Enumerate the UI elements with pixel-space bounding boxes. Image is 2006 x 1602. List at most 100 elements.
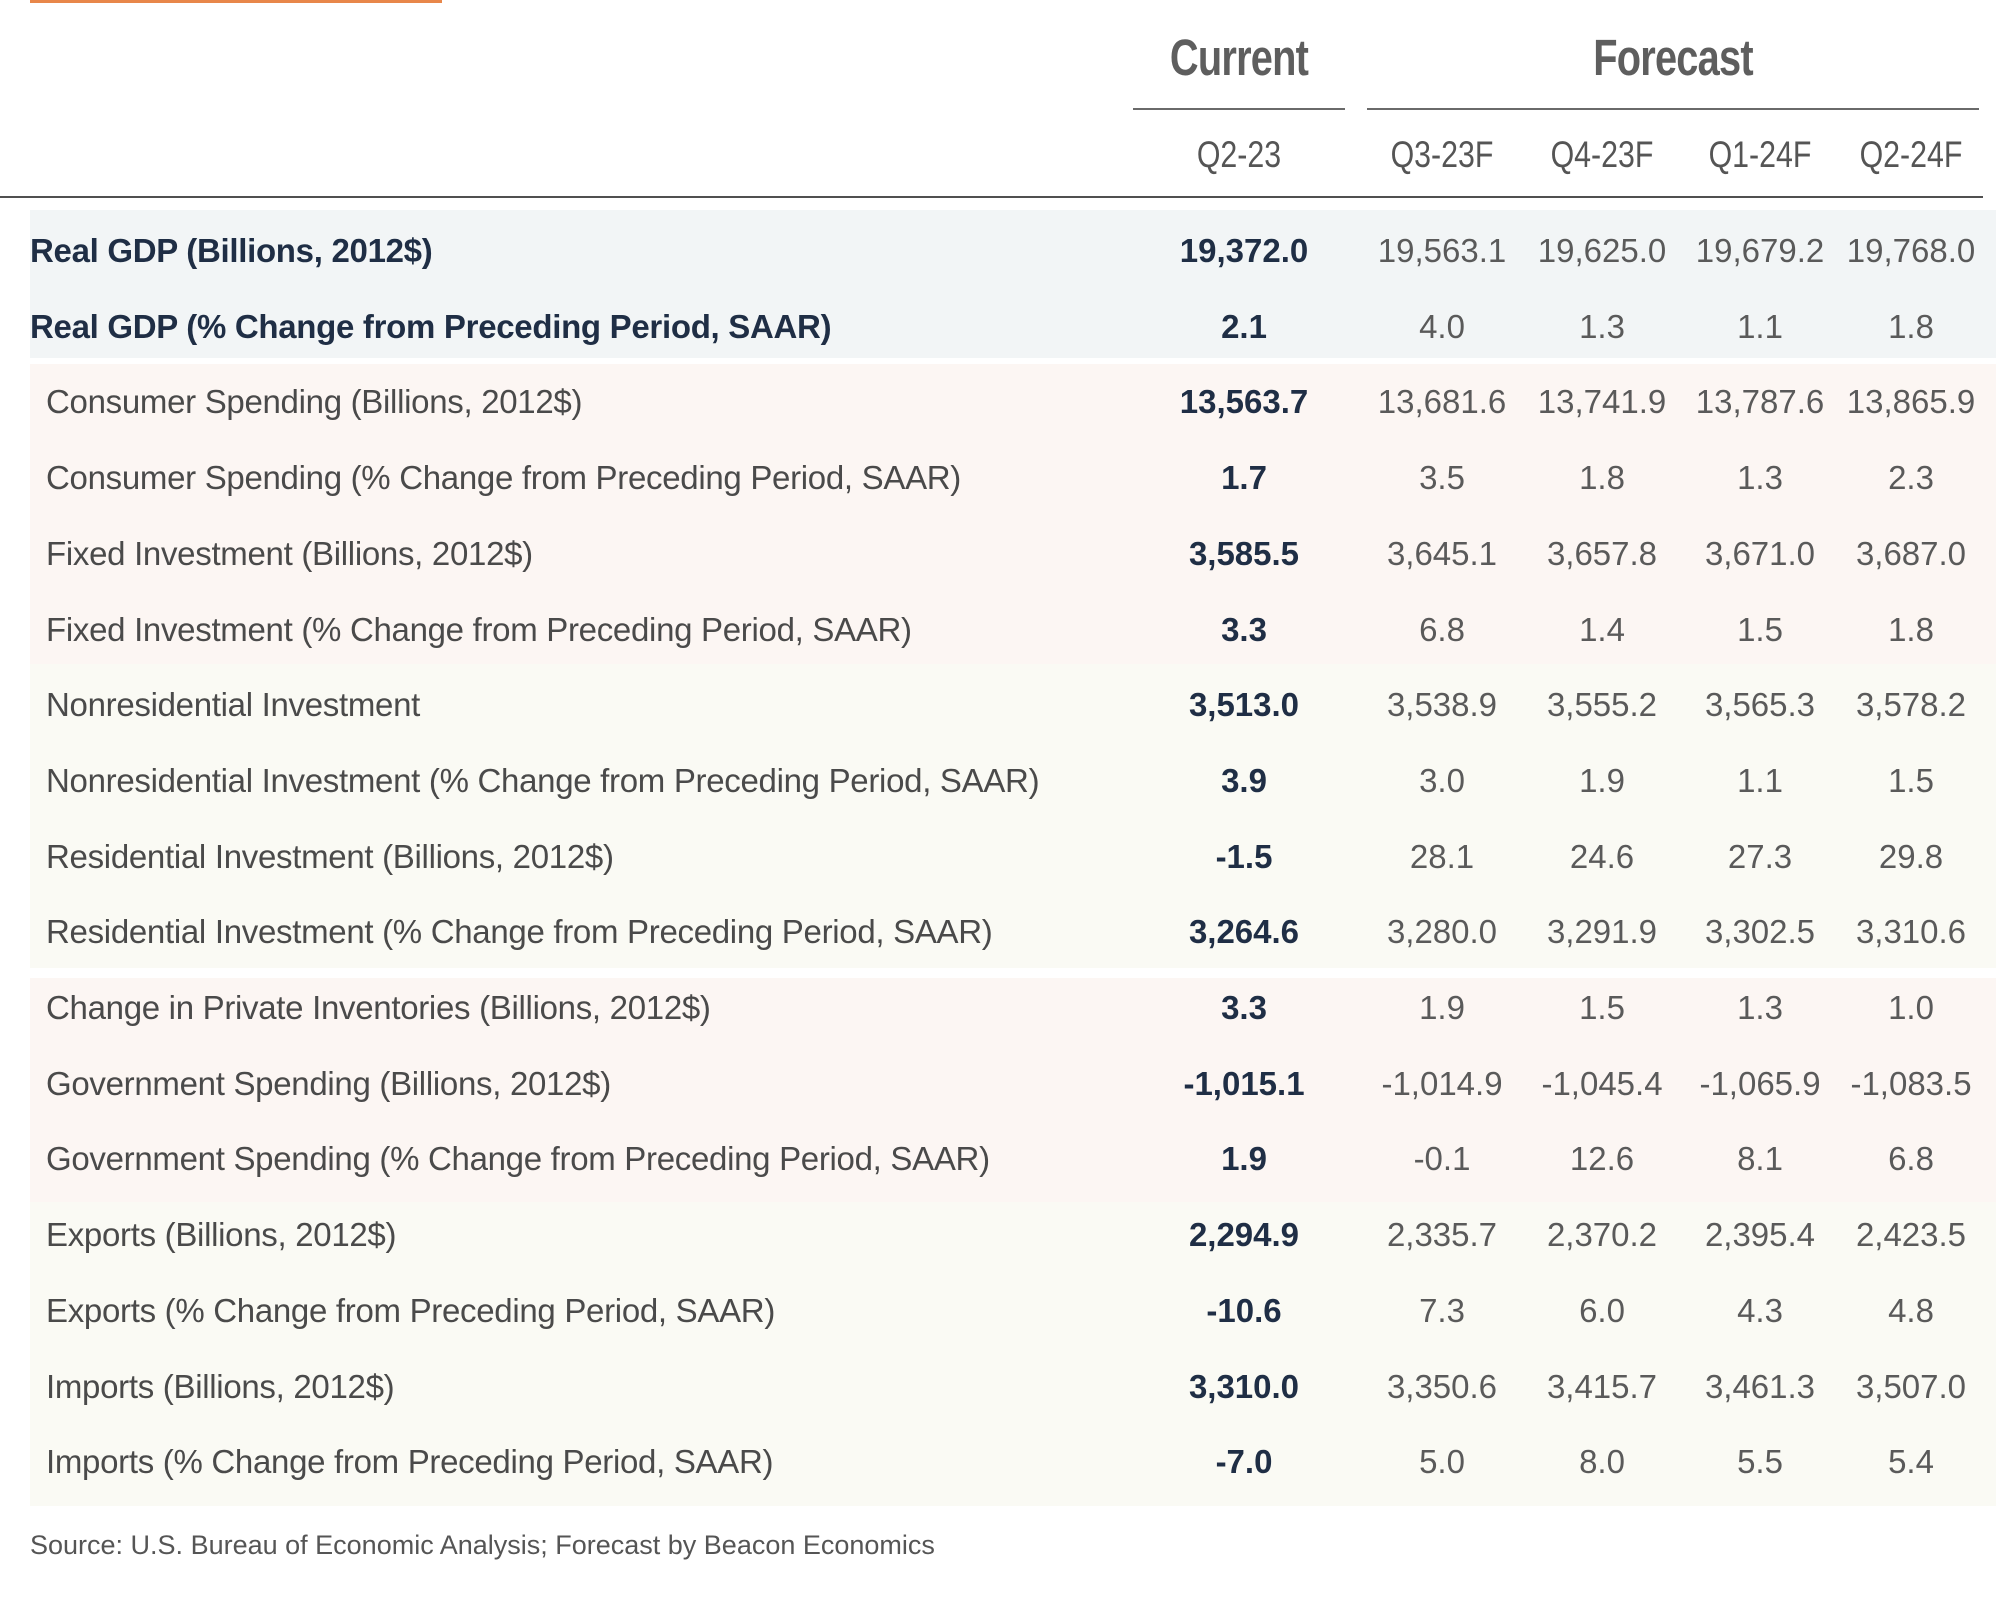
current-value-cell: 3,264.6 xyxy=(1188,913,1300,951)
row-label: Change in Private Inventories (Billions,… xyxy=(46,989,711,1026)
current-value-cell: 3.3 xyxy=(1221,610,1267,648)
forecast-value-cell: 19,679.2 xyxy=(1695,232,1825,269)
forecast-value-cell: 24.6 xyxy=(1569,837,1635,875)
table-row: Residential Investment (Billions, 2012$)… xyxy=(0,819,2006,895)
current-value-cell: 3,513.0 xyxy=(1188,686,1300,724)
forecast-value-cell: 3,280.0 xyxy=(1386,913,1498,951)
forecast-value-cell: 1.4 xyxy=(1579,610,1625,648)
current-value-cell: 19,372.0 xyxy=(1179,232,1309,269)
row-label: Consumer Spending (Billions, 2012$) xyxy=(46,383,583,421)
row-label: Exports (Billions, 2012$) xyxy=(46,1216,397,1254)
forecast-value-cell: 3,302.5 xyxy=(1704,913,1816,951)
table-row: Real GDP (% Change from Preceding Period… xyxy=(0,289,2006,365)
table-row: Real GDP (Billions, 2012$) 19,372.0 19,563… xyxy=(0,213,2006,289)
forecast-value-cell: 6.0 xyxy=(1579,1291,1625,1329)
table-row: Residential Investment (% Change from Pr… xyxy=(0,894,2006,970)
forecast-value-cell: 4.3 xyxy=(1737,1291,1783,1329)
forecast-value-cell: 1.9 xyxy=(1579,761,1625,799)
forecast-value-cell: 3,310.6 xyxy=(1855,913,1967,951)
table-row: Imports (% Change from Preceding Period,… xyxy=(0,1424,2006,1500)
current-value-cell: 2.1 xyxy=(1221,307,1267,345)
forecast-value-cell: 27.3 xyxy=(1727,837,1793,875)
forecast-value-cell: 2.3 xyxy=(1888,459,1934,497)
row-label: Fixed Investment (% Change from Precedin… xyxy=(46,610,912,648)
forecast-value-cell: 13,865.9 xyxy=(1846,383,1976,421)
forecast-value-cell: 1.8 xyxy=(1888,610,1934,648)
forecast-value-cell: 3,538.9 xyxy=(1386,686,1498,724)
row-label: Government Spending (% Change from Prece… xyxy=(46,1140,990,1178)
table-row: Imports (Billions, 2012$) 3,310.0 3,350.6 3… xyxy=(0,1349,2006,1425)
source-note: Source: U.S. Bureau of Economic Analysis… xyxy=(30,1530,935,1560)
forecast-value-cell: -1,083.5 xyxy=(1850,1064,1972,1102)
forecast-value-cell: 29.8 xyxy=(1878,837,1944,875)
band-inventories-government xyxy=(30,978,1996,1202)
table-row: Fixed Investment (% Change from Precedin… xyxy=(0,592,2006,668)
current-value-cell: -1,015.1 xyxy=(1183,1064,1305,1102)
row-label: Imports (Billions, 2012$) xyxy=(46,1367,395,1405)
current-group-rule xyxy=(1133,108,1345,110)
table-row: Exports (Billions, 2012$) 2,294.9 2,335.7 2… xyxy=(0,1197,2006,1273)
row-label: Consumer Spending (% Change from Precedi… xyxy=(46,459,961,497)
forecast-value-cell: 5.5 xyxy=(1737,1443,1783,1481)
row-label: Real GDP (% Change from Preceding Period… xyxy=(30,307,832,345)
forecast-value-cell: 1.5 xyxy=(1737,610,1783,648)
forecast-value-cell: 3,350.6 xyxy=(1386,1367,1498,1405)
forecast-value-cell: 1.3 xyxy=(1737,459,1783,497)
forecast-value-cell: 8.0 xyxy=(1579,1443,1625,1481)
forecast-value-cell: 1.1 xyxy=(1737,761,1783,799)
table-row: Change in Private Inventories (Billions,… xyxy=(0,970,2006,1046)
forecast-value-cell: 3,291.9 xyxy=(1546,913,1658,951)
column-header-q2-24f: Q2-24F xyxy=(1859,134,1963,175)
forecast-value-cell: 3,565.3 xyxy=(1704,686,1816,724)
forecast-value-cell: 1.5 xyxy=(1579,989,1625,1026)
row-label: Nonresidential Investment (% Change from… xyxy=(46,761,1040,799)
accent-bar xyxy=(30,0,442,3)
table-row: Nonresidential Investment 3,513.0 3,538.9 3… xyxy=(0,667,2006,743)
forecast-value-cell: 1.9 xyxy=(1419,989,1465,1026)
current-value-cell: -1.5 xyxy=(1215,837,1273,875)
current-value-cell: 1.7 xyxy=(1221,459,1267,497)
column-header-q4-23f: Q4-23F xyxy=(1550,134,1654,175)
forecast-group-rule xyxy=(1367,108,1979,110)
forecast-value-cell: 3.5 xyxy=(1419,459,1465,497)
forecast-value-cell: 3,671.0 xyxy=(1704,534,1816,572)
forecast-group-header: Forecast xyxy=(1593,29,1753,86)
forecast-value-cell: 6.8 xyxy=(1888,1140,1934,1178)
forecast-value-cell: 1.5 xyxy=(1888,761,1934,799)
forecast-value-cell: 7.3 xyxy=(1419,1291,1465,1329)
table-row: Exports (% Change from Preceding Period,… xyxy=(0,1273,2006,1349)
forecast-value-cell: 1.8 xyxy=(1579,459,1625,497)
forecast-value-cell: 1.0 xyxy=(1888,989,1934,1026)
forecast-value-cell: 2,370.2 xyxy=(1546,1216,1658,1254)
row-label: Real GDP (Billions, 2012$) xyxy=(30,232,433,269)
forecast-value-cell: 19,625.0 xyxy=(1537,232,1667,269)
forecast-value-cell: 5.0 xyxy=(1419,1443,1465,1481)
forecast-value-cell: 3,461.3 xyxy=(1704,1367,1816,1405)
forecast-value-cell: 2,335.7 xyxy=(1386,1216,1498,1254)
forecast-value-cell: 1.3 xyxy=(1579,307,1625,345)
row-label: Government Spending (Billions, 2012$) xyxy=(46,1064,611,1102)
forecast-value-cell: 1.8 xyxy=(1888,307,1934,345)
forecast-value-cell: 3,645.1 xyxy=(1386,534,1498,572)
forecast-value-cell: 19,768.0 xyxy=(1846,232,1976,269)
current-value-cell: 2,294.9 xyxy=(1188,1216,1300,1254)
current-value-cell: 13,563.7 xyxy=(1179,383,1309,421)
current-value-cell: 3,585.5 xyxy=(1188,534,1300,572)
forecast-value-cell: 4.8 xyxy=(1888,1291,1934,1329)
forecast-value-cell: 1.1 xyxy=(1737,307,1783,345)
forecast-value-cell: 3,657.8 xyxy=(1546,534,1658,572)
forecast-value-cell: -0.1 xyxy=(1413,1140,1471,1178)
current-value-cell: 3,310.0 xyxy=(1188,1367,1300,1405)
band-gdp xyxy=(30,210,1996,358)
forecast-value-cell: 12.6 xyxy=(1569,1140,1635,1178)
column-header-q2-23: Q2-23 xyxy=(1196,134,1282,175)
column-header-q1-24f: Q1-24F xyxy=(1708,134,1812,175)
row-label: Fixed Investment (Billions, 2012$) xyxy=(46,534,533,572)
row-label: Residential Investment (% Change from Pr… xyxy=(46,913,993,951)
current-value-cell: 1.9 xyxy=(1221,1140,1267,1178)
row-label: Residential Investment (Billions, 2012$) xyxy=(46,837,614,875)
forecast-value-cell: 28.1 xyxy=(1409,837,1475,875)
forecast-value-cell: 13,787.6 xyxy=(1695,383,1825,421)
current-value-cell: 3.3 xyxy=(1221,989,1267,1026)
forecast-value-cell: 4.0 xyxy=(1419,307,1465,345)
